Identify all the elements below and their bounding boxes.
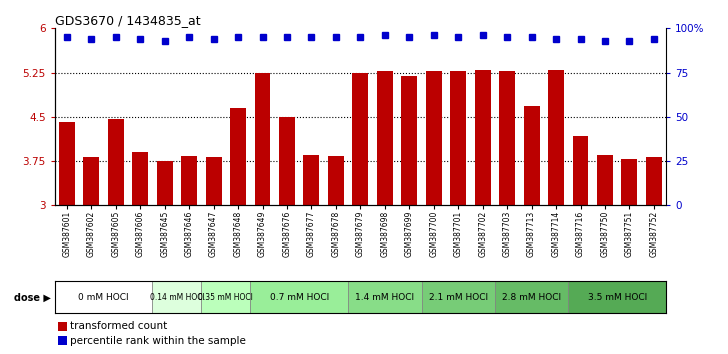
Bar: [572, 136, 588, 205]
Bar: [622, 159, 638, 205]
Text: GDS3670 / 1434835_at: GDS3670 / 1434835_at: [55, 14, 200, 27]
Text: 3.5 mM HOCl: 3.5 mM HOCl: [587, 293, 646, 302]
Bar: [548, 70, 564, 205]
Bar: [152, 281, 202, 313]
Bar: [304, 155, 320, 205]
Bar: [597, 155, 613, 205]
Bar: [475, 70, 491, 205]
Bar: [230, 108, 246, 205]
Text: 0.35 mM HOCl: 0.35 mM HOCl: [199, 293, 253, 302]
Bar: [401, 76, 417, 205]
Bar: [181, 156, 197, 205]
Bar: [55, 281, 152, 313]
Bar: [202, 281, 250, 313]
Bar: [495, 281, 569, 313]
Bar: [352, 73, 368, 205]
Text: 0 mM HOCl: 0 mM HOCl: [78, 293, 129, 302]
Bar: [523, 106, 539, 205]
Bar: [279, 117, 295, 205]
Text: percentile rank within the sample: percentile rank within the sample: [70, 336, 246, 346]
Text: transformed count: transformed count: [70, 321, 167, 331]
Bar: [250, 281, 348, 313]
Bar: [108, 119, 124, 205]
Bar: [377, 72, 393, 205]
Bar: [205, 157, 221, 205]
Text: 0.14 mM HOCl: 0.14 mM HOCl: [149, 293, 205, 302]
Bar: [255, 73, 271, 205]
Bar: [132, 152, 149, 205]
Bar: [348, 281, 422, 313]
Bar: [450, 71, 466, 205]
Text: 2.8 mM HOCl: 2.8 mM HOCl: [502, 293, 561, 302]
Bar: [646, 157, 662, 205]
Bar: [328, 156, 344, 205]
Bar: [422, 281, 495, 313]
Bar: [157, 161, 173, 205]
Text: 0.7 mM HOCl: 0.7 mM HOCl: [269, 293, 329, 302]
Text: dose ▶: dose ▶: [14, 292, 51, 302]
Text: 1.4 mM HOCl: 1.4 mM HOCl: [355, 293, 414, 302]
Bar: [499, 71, 515, 205]
Bar: [83, 157, 99, 205]
Bar: [569, 281, 666, 313]
Bar: [59, 121, 75, 205]
Text: 2.1 mM HOCl: 2.1 mM HOCl: [429, 293, 488, 302]
Bar: [426, 71, 442, 205]
